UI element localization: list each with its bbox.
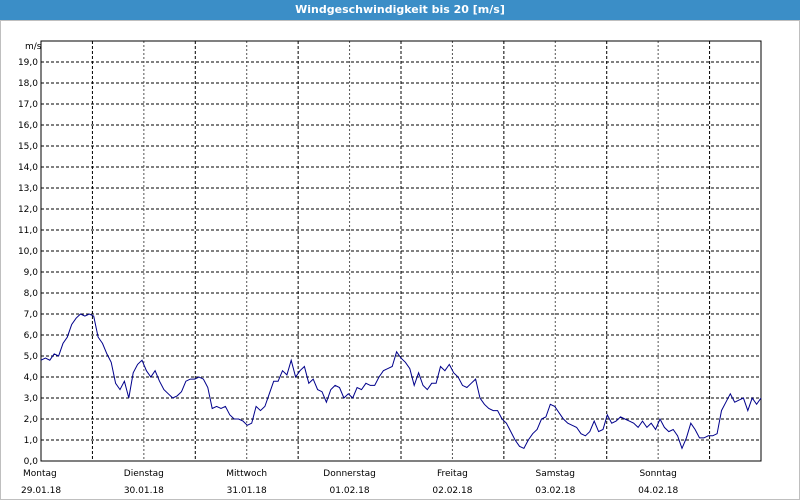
chart-area: 0,0 1,0 2,0 3,0 4,0 5,0 6,0 7,0 8,0 9,0 10,0 11,0 12… — [0, 20, 800, 500]
y-tick-label: 1,0 — [24, 436, 39, 446]
y-tick-label: 7,0 — [24, 310, 39, 320]
chart-title: Windgeschwindigkeit bis 20 [m/s] — [0, 0, 800, 20]
wind-speed-line — [40, 313, 762, 450]
x-date-label: 03.02.18 — [535, 486, 575, 496]
x-day-name-label: Dienstag — [124, 469, 164, 479]
y-tick-label: 11,0 — [18, 226, 38, 236]
x-day-name-label: Mittwoch — [226, 469, 267, 479]
x-day-name-label: Montag — [23, 469, 57, 479]
y-tick-label: 6,0 — [24, 331, 39, 341]
y-tick-label: 17,0 — [18, 100, 38, 110]
y-tick-label: 4,0 — [24, 373, 39, 383]
x-date-label: 31.01.18 — [227, 486, 267, 496]
x-day-name-label: Sonntag — [639, 469, 676, 479]
wind-speed-chart: 0,0 1,0 2,0 3,0 4,0 5,0 6,0 7,0 8,0 9,0 10,0 11,0 12… — [18, 40, 762, 496]
y-tick-label: 10,0 — [18, 247, 38, 257]
y-tick-label: 14,0 — [18, 163, 38, 173]
y-axis-unit-label: m/s — [25, 42, 42, 52]
y-tick-label: 2,0 — [24, 415, 39, 425]
x-date-label: 02.02.18 — [432, 486, 472, 496]
x-date-label: 29.01.18 — [21, 486, 61, 496]
x-day-name-label: Freitag — [437, 469, 468, 479]
y-tick-label: 16,0 — [18, 121, 38, 131]
y-tick-label: 12,0 — [18, 205, 38, 215]
x-day-name-label: Samstag — [536, 469, 575, 479]
x-date-label: 30.01.18 — [124, 486, 164, 496]
y-tick-label: 0,0 — [24, 457, 39, 467]
y-tick-label: 9,0 — [24, 268, 39, 278]
y-tick-label: 3,0 — [24, 394, 39, 404]
y-tick-label: 13,0 — [18, 184, 38, 194]
x-day-name-label: Donnerstag — [323, 469, 376, 479]
y-tick-label: 15,0 — [18, 142, 38, 152]
x-date-label: 04.02.18 — [638, 486, 678, 496]
y-tick-label: 8,0 — [24, 289, 39, 299]
y-tick-label: 18,0 — [18, 79, 38, 89]
plot-frame — [40, 40, 762, 462]
y-tick-label: 5,0 — [24, 352, 39, 362]
x-date-label: 01.02.18 — [330, 486, 370, 496]
y-tick-label: 19,0 — [18, 58, 38, 68]
